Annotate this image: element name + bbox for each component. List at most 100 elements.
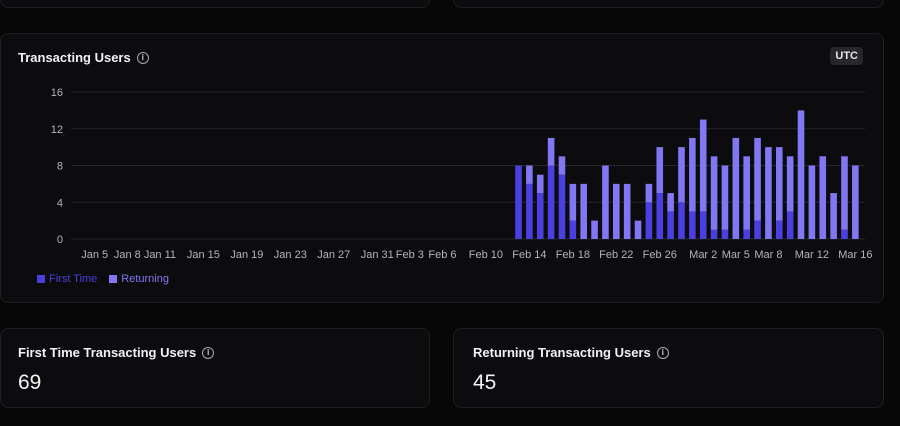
returning-value: 45 [473, 371, 497, 394]
bar-returning [602, 165, 609, 239]
y-tick-label: 12 [51, 124, 63, 136]
legend-label-first-time: First Time [49, 273, 98, 285]
x-tick-label: Mar 5 [722, 249, 750, 261]
x-tick-label: Feb 18 [556, 249, 590, 261]
bar-returning [808, 165, 816, 239]
y-tick-label: 16 [51, 87, 63, 99]
y-tick-label: 0 [57, 234, 63, 246]
x-tick-label: Mar 16 [838, 249, 872, 261]
bar-returning [536, 174, 544, 194]
legend-label-returning: Returning [121, 273, 169, 285]
chart-legend: First Time Returning [37, 273, 169, 285]
first-time-users-card: First Time Transacting Users i 69 [0, 328, 430, 408]
bar-returning [721, 165, 729, 230]
x-tick-label: Feb 10 [469, 249, 503, 261]
returning-users-card: Returning Transacting Users i 45 [453, 328, 884, 408]
legend-swatch-returning [109, 275, 118, 283]
legend-item-first-time[interactable]: First Time [37, 273, 97, 285]
returning-title: Returning Transacting Users [473, 345, 651, 360]
bar-first-time [678, 202, 685, 239]
bar-first-time [786, 211, 794, 239]
bar-first-time [515, 165, 522, 239]
x-tick-label: Jan 23 [274, 249, 307, 261]
bar-returning [547, 137, 555, 166]
bar-first-time [569, 220, 577, 239]
bar-first-time [754, 220, 761, 239]
bar-returning [743, 156, 750, 230]
bar-returning [689, 137, 696, 212]
transacting-users-card: Transacting Users i UTC 0 4 8 12 16 Jan 5 Jan … [0, 33, 884, 303]
bar-first-time [775, 220, 783, 239]
first-time-title-row: First Time Transacting Users i [18, 345, 215, 360]
bar-first-time [547, 165, 555, 239]
bar-returning [765, 147, 772, 239]
x-tick-label: Mar 12 [795, 249, 829, 261]
y-tick-label: 4 [57, 197, 63, 209]
bar-first-time [721, 229, 729, 239]
bar-returning [819, 156, 827, 239]
x-tick-label: Jan 19 [230, 249, 263, 261]
bar-first-time [689, 211, 696, 239]
bar-returning [852, 165, 859, 239]
bar-first-time [645, 202, 653, 239]
bar-returning [656, 147, 664, 194]
bar-returning [613, 183, 620, 239]
bar-first-time [667, 211, 674, 239]
x-tick-label: Feb 3 [396, 249, 424, 261]
bar-first-time [841, 229, 848, 239]
bar-first-time [710, 229, 718, 239]
top-card-left [0, 0, 430, 8]
bar-returning [526, 165, 533, 184]
chart-title-row: Transacting Users i [18, 50, 149, 65]
transacting-users-chart: 0 4 8 12 16 Jan 5 Jan 8 Jan 11 Jan 15 Jan 19 Jan 2… [51, 87, 873, 261]
chart-title: Transacting Users [18, 50, 131, 65]
x-tick-label: Jan 5 [81, 249, 108, 261]
first-time-title: First Time Transacting Users [18, 345, 197, 360]
x-tick-label: Feb 14 [512, 249, 546, 261]
bar-first-time [699, 211, 707, 239]
bar-returning [558, 156, 566, 175]
bar-returning [645, 183, 653, 203]
bar-first-time [656, 193, 664, 239]
info-icon[interactable]: i [202, 346, 215, 359]
bar-returning [591, 220, 598, 239]
x-tick-label: Jan 8 [114, 249, 141, 261]
bar-returning [623, 183, 631, 239]
timezone-badge[interactable]: UTC [830, 47, 863, 65]
bar-returning [580, 183, 588, 239]
bar-returning [786, 156, 794, 212]
info-icon[interactable]: i [136, 51, 149, 64]
y-tick-label: 8 [57, 161, 63, 173]
x-tick-label: Mar 2 [689, 249, 717, 261]
bar-returning [830, 193, 837, 239]
x-tick-label: Jan 15 [187, 249, 220, 261]
x-tick-label: Jan 27 [317, 249, 350, 261]
legend-swatch-first-time [37, 275, 45, 283]
bar-returning [797, 110, 805, 239]
returning-title-row: Returning Transacting Users i [473, 345, 669, 360]
x-tick-label: Mar 8 [754, 249, 782, 261]
bar-first-time [558, 174, 566, 239]
x-tick-label: Feb 26 [643, 249, 677, 261]
legend-item-returning[interactable]: Returning [109, 273, 169, 285]
bar-first-time [743, 229, 750, 239]
bar-first-time [526, 183, 533, 239]
bar-returning [569, 183, 577, 221]
bar-returning [841, 156, 848, 230]
bar-returning [732, 137, 740, 239]
x-tick-label: Jan 11 [144, 249, 176, 261]
bar-returning [678, 147, 685, 203]
bar-returning [775, 147, 783, 221]
bar-returning [634, 220, 642, 239]
x-tick-label: Feb 22 [599, 249, 633, 261]
x-tick-label: Feb 6 [428, 249, 456, 261]
bar-returning [710, 156, 718, 230]
bar-returning [699, 119, 707, 212]
info-icon[interactable]: i [656, 346, 669, 359]
bar-returning [667, 193, 674, 212]
bar-first-time [536, 193, 544, 239]
x-tick-label: Jan 31 [361, 249, 394, 261]
top-card-right [453, 0, 884, 8]
first-time-value: 69 [18, 371, 42, 394]
bar-returning [754, 137, 761, 221]
